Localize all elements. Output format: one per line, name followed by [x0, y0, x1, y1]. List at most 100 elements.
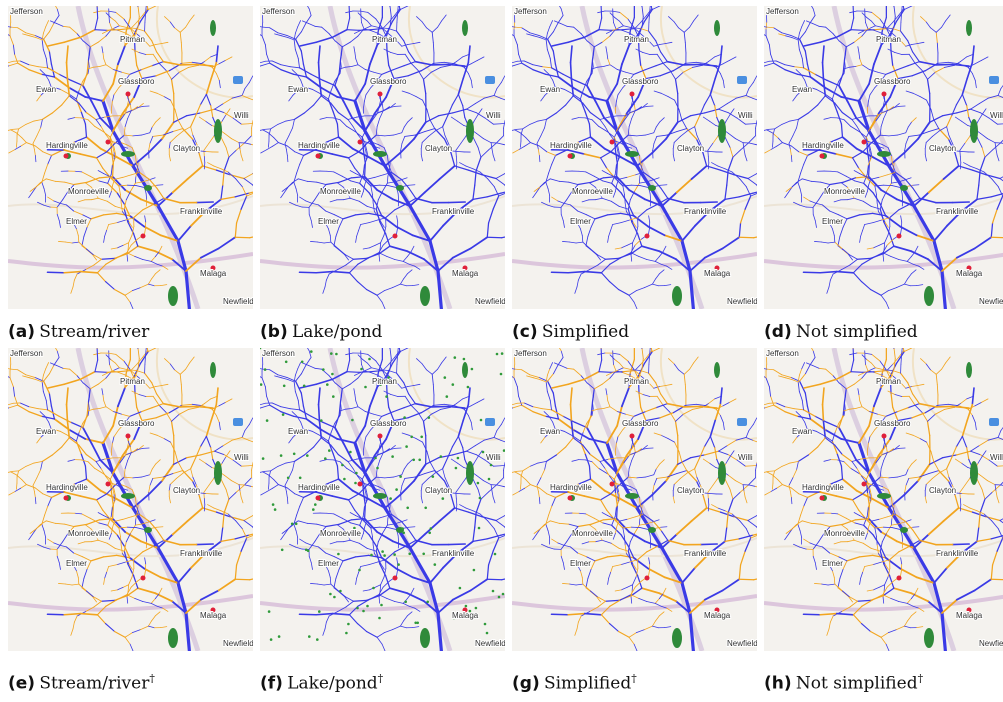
pond: [295, 523, 298, 526]
pond: [316, 638, 319, 641]
caption: (f) Lake/pond†: [260, 672, 383, 694]
panel: JeffersonPitmanGlassboroEwanWilliHarding…: [8, 6, 253, 346]
caption-text: Stream/river: [39, 322, 149, 342]
caption: (c) Simplified: [512, 322, 629, 342]
stream: [953, 202, 970, 203]
place-label: Monroeville: [824, 187, 865, 196]
lake: [714, 20, 720, 36]
stream: [200, 493, 206, 494]
lake: [718, 119, 726, 143]
marker: [610, 140, 615, 145]
pond: [351, 419, 354, 422]
stream: [409, 527, 415, 528]
pond: [432, 475, 435, 478]
stream: [319, 405, 320, 422]
pond: [356, 607, 359, 610]
pond: [339, 590, 342, 593]
pond: [440, 455, 443, 458]
place-label: Clayton: [425, 144, 452, 153]
place-label: Monroeville: [320, 529, 361, 538]
pond: [343, 478, 346, 481]
place-label: Jefferson: [10, 7, 43, 16]
lake: [672, 286, 682, 306]
place-label: Monroeville: [572, 187, 613, 196]
marker: [568, 154, 573, 159]
pond: [496, 353, 499, 356]
marker: [106, 140, 111, 145]
pond: [406, 507, 409, 510]
stream: [157, 527, 163, 528]
marker: [645, 234, 650, 239]
stream: [287, 156, 288, 162]
lake: [396, 185, 404, 191]
pond: [426, 601, 429, 604]
panel: JeffersonPitmanGlassboroEwanWilliHarding…: [260, 348, 505, 696]
stream: [67, 63, 68, 80]
lake: [121, 493, 135, 499]
stream: [78, 235, 79, 242]
stream: [197, 544, 214, 545]
lake: [648, 185, 656, 191]
pond: [465, 605, 468, 608]
pond: [408, 553, 411, 556]
stream: [95, 372, 107, 373]
stream: [97, 348, 98, 360]
pond: [354, 482, 357, 485]
pond: [303, 385, 306, 388]
stream: [58, 583, 65, 584]
stream: [834, 235, 835, 242]
pond: [401, 527, 404, 530]
pond: [329, 593, 332, 596]
pond: [355, 472, 358, 475]
marker: [393, 576, 398, 581]
pond: [314, 503, 317, 506]
pond: [362, 610, 365, 613]
pond: [364, 386, 367, 389]
stream: [349, 348, 350, 360]
marker: [630, 92, 635, 97]
shield: [485, 418, 495, 426]
marker: [862, 140, 867, 145]
place-label: Clayton: [425, 486, 452, 495]
pond: [494, 553, 497, 556]
caption-label: (c): [512, 322, 538, 342]
pond: [422, 553, 425, 556]
place-label: Clayton: [929, 144, 956, 153]
place-label: Willi: [738, 111, 753, 120]
lake: [466, 119, 474, 143]
pond: [333, 596, 336, 599]
stream: [349, 6, 350, 18]
map: JeffersonPitmanGlassboroEwanWilliHarding…: [512, 348, 757, 651]
pond: [444, 376, 447, 379]
marker: [316, 496, 321, 501]
stream: [704, 151, 710, 152]
pond: [428, 416, 431, 419]
pond: [335, 353, 338, 356]
place-label: Pitman: [372, 35, 397, 44]
lake: [373, 493, 387, 499]
lake: [462, 362, 468, 378]
pond: [428, 532, 431, 535]
stream: [452, 493, 458, 494]
place-label: Newfield: [475, 639, 505, 648]
pond: [430, 527, 433, 530]
pond: [308, 635, 311, 638]
marker: [64, 154, 69, 159]
stream: [67, 405, 68, 422]
pond: [467, 386, 470, 389]
pond: [272, 503, 275, 506]
place-label: Willi: [234, 111, 249, 120]
caption-label: (b): [260, 322, 288, 342]
map: JeffersonPitmanGlassboroEwanWilliHarding…: [260, 6, 505, 309]
pond: [454, 356, 457, 359]
marker: [141, 576, 146, 581]
lake: [214, 119, 222, 143]
caption-text: Simplified: [542, 322, 629, 342]
pond: [405, 445, 408, 448]
caption-text: Lake/pond: [287, 674, 377, 694]
place-label: Glassboro: [622, 77, 659, 86]
place-label: Willi: [486, 111, 501, 120]
caption: (e) Stream/river†: [8, 672, 155, 694]
shield: [233, 418, 243, 426]
stream: [768, 129, 774, 130]
